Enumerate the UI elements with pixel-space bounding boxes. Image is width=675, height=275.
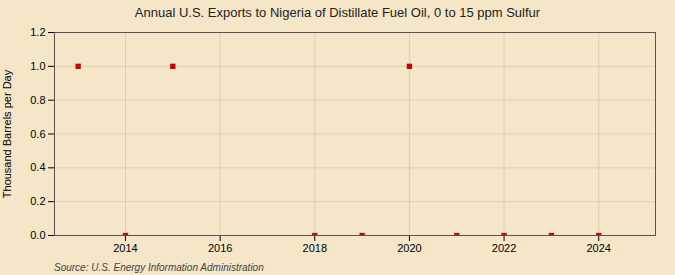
svg-text:0.8: 0.8 [30,94,45,106]
svg-text:0.0: 0.0 [30,229,45,241]
svg-text:2022: 2022 [492,242,516,254]
svg-text:0.2: 0.2 [30,195,45,207]
svg-text:1.0: 1.0 [30,60,45,72]
svg-text:2014: 2014 [113,242,137,254]
svg-text:0.4: 0.4 [30,161,45,173]
svg-text:2016: 2016 [208,242,232,254]
svg-text:0.6: 0.6 [30,128,45,140]
html-text:Source: U.S. Energy Informatio: Source: U.S. Energy Information Administ… [54,262,264,273]
html-text:Annual U.S. Exports to Nigeria: Annual U.S. Exports to Nigeria of Distil… [134,5,541,20]
svg-text:2018: 2018 [303,242,327,254]
svg-text:2020: 2020 [397,242,421,254]
svg-text:Thousand Barrels per Day: Thousand Barrels per Day [1,69,13,198]
svg-text:1.2: 1.2 [30,26,45,38]
svg-text:2024: 2024 [586,242,610,254]
